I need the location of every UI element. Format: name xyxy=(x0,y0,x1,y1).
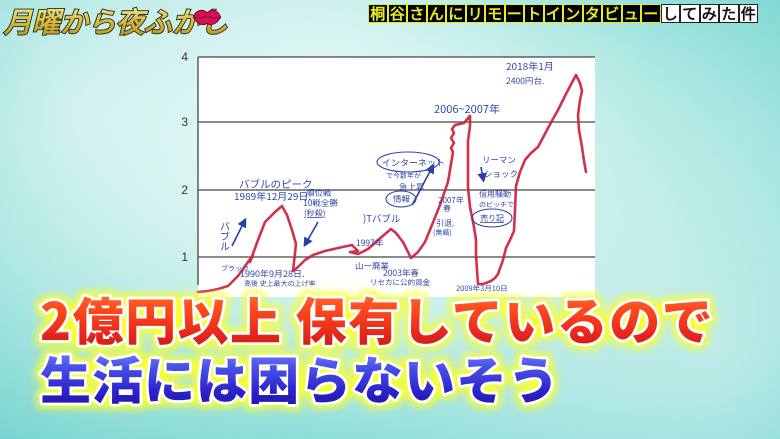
svg-text:生活には困らないそう: 生活には困らないそう xyxy=(40,340,560,414)
